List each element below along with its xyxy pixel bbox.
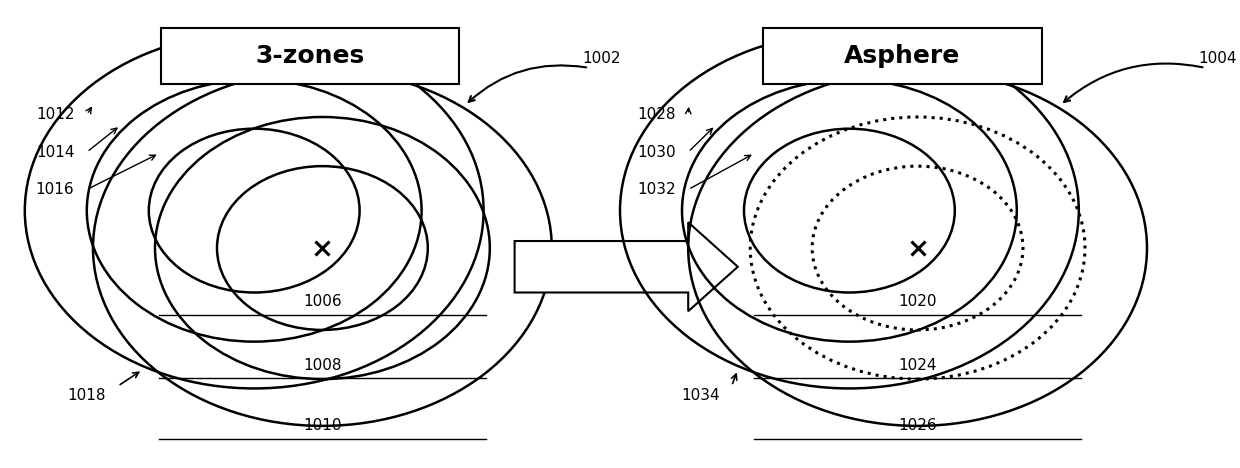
Text: 1026: 1026 bbox=[898, 418, 937, 433]
Text: 3-zones: 3-zones bbox=[255, 44, 365, 68]
Polygon shape bbox=[515, 222, 738, 311]
Text: 1032: 1032 bbox=[637, 182, 676, 197]
Text: 1034: 1034 bbox=[681, 388, 720, 403]
Text: 1018: 1018 bbox=[67, 388, 107, 403]
Text: 1004: 1004 bbox=[1198, 51, 1238, 66]
Text: 1012: 1012 bbox=[36, 107, 74, 122]
Text: 1030: 1030 bbox=[637, 145, 676, 160]
FancyBboxPatch shape bbox=[161, 28, 459, 84]
Text: Asphere: Asphere bbox=[844, 44, 960, 68]
Text: 1002: 1002 bbox=[582, 51, 621, 66]
Text: 1024: 1024 bbox=[898, 358, 937, 373]
Text: 1016: 1016 bbox=[36, 182, 74, 197]
Text: 1020: 1020 bbox=[898, 294, 937, 309]
Text: 1006: 1006 bbox=[303, 294, 342, 309]
Text: 1010: 1010 bbox=[303, 418, 342, 433]
Text: 1028: 1028 bbox=[637, 107, 676, 122]
Text: 1014: 1014 bbox=[36, 145, 74, 160]
FancyBboxPatch shape bbox=[763, 28, 1042, 84]
Text: 1008: 1008 bbox=[303, 358, 342, 373]
